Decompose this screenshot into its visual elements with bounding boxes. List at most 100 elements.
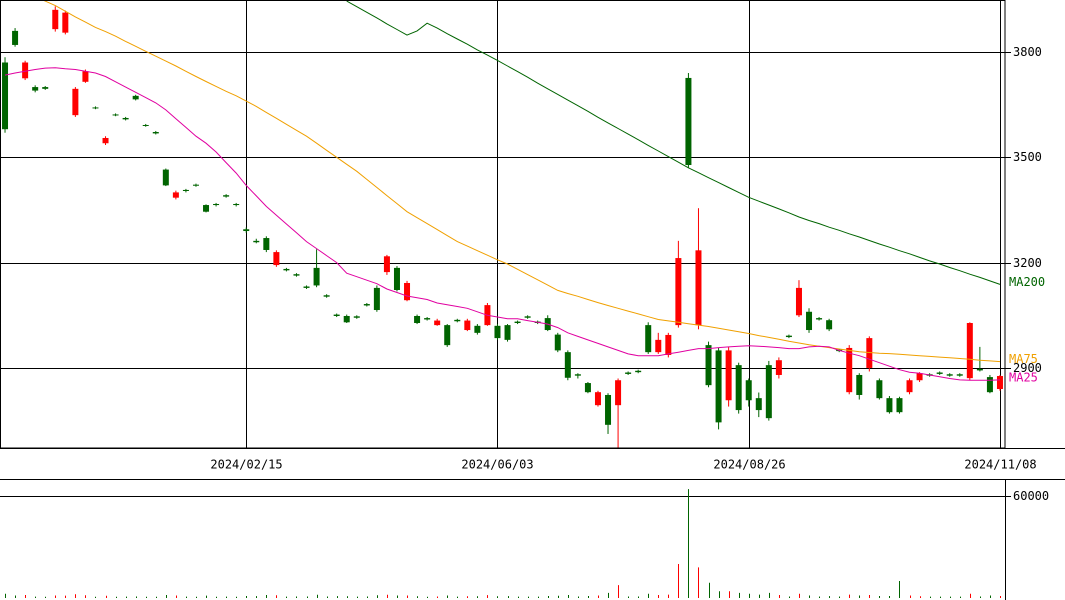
- y-tick-label: 3500: [1013, 150, 1042, 164]
- candle-body: [504, 325, 511, 340]
- candle-body: [886, 398, 893, 413]
- candle-body: [715, 350, 722, 423]
- candle-body: [956, 374, 963, 376]
- candle-body: [625, 372, 632, 374]
- candle-body: [564, 352, 571, 378]
- candle-body: [323, 295, 330, 297]
- candle-body: [876, 380, 883, 399]
- candle-body: [846, 347, 853, 393]
- candle-body: [675, 258, 682, 326]
- candle-body: [785, 335, 792, 338]
- candle-body: [856, 374, 863, 395]
- candle-body: [655, 339, 662, 353]
- candle-body: [393, 267, 400, 291]
- candle-body: [192, 184, 199, 186]
- candle-body: [82, 71, 89, 82]
- candle-body: [795, 287, 802, 316]
- price-grid: [0, 0, 1011, 448]
- candle-body: [233, 203, 240, 206]
- ma-label: MA75: [1009, 352, 1038, 366]
- candle-body: [253, 240, 260, 243]
- candle-body: [705, 345, 712, 386]
- ma-line: [4, 67, 1001, 381]
- candle-body: [213, 203, 220, 206]
- candle-body: [896, 398, 903, 413]
- candle-body: [986, 377, 993, 393]
- candle-body: [494, 325, 501, 339]
- candle-body: [464, 320, 471, 331]
- x-tick-label: 2024/02/15: [210, 458, 282, 472]
- candle-body: [263, 238, 270, 250]
- candle-body: [966, 323, 973, 379]
- candle-body: [775, 360, 782, 375]
- candle-body: [685, 77, 692, 166]
- candle-body: [182, 189, 189, 191]
- candle-body: [404, 282, 411, 301]
- price-plot: [2, 0, 1003, 448]
- candle-body: [916, 373, 923, 381]
- candle-body: [524, 316, 531, 318]
- ma-label: MA200: [1009, 275, 1045, 289]
- candle-body: [172, 192, 179, 198]
- candle-body: [152, 132, 159, 134]
- candle-body: [434, 320, 441, 326]
- candle-body: [444, 325, 451, 346]
- candle-body: [745, 380, 752, 401]
- candle-body: [373, 287, 380, 311]
- candle-body: [102, 137, 109, 144]
- candle-body: [12, 30, 19, 45]
- candle-body: [946, 374, 953, 376]
- x-tick-label: 2024/06/03: [461, 458, 533, 472]
- candle-body: [474, 325, 481, 333]
- candle-body: [866, 338, 873, 368]
- candle-body: [142, 124, 149, 126]
- labels: 2900 3200 3500 3800 2024/02/15 2024/06/03 2024…: [210, 45, 1049, 503]
- candle-body: [62, 12, 69, 33]
- candle-body: [695, 250, 702, 326]
- candle-body: [293, 274, 300, 276]
- candle-body: [635, 370, 642, 373]
- y-tick-label: 2900: [1013, 361, 1042, 375]
- candle-body: [816, 318, 823, 320]
- candle-body: [645, 325, 652, 353]
- candle-body: [765, 365, 772, 419]
- x-tick-label: 2024/11/08: [964, 458, 1036, 472]
- candle-body: [32, 87, 39, 91]
- ma-label: MA25: [1009, 370, 1038, 384]
- y-tick-label: 3200: [1013, 256, 1042, 270]
- candle-body: [554, 334, 561, 351]
- candle-body: [353, 316, 360, 318]
- candle-body: [162, 169, 169, 186]
- candle-body: [92, 107, 99, 109]
- candle-body: [283, 268, 290, 271]
- candle-body: [52, 9, 59, 30]
- candle-body: [665, 334, 672, 355]
- candle-body: [976, 369, 983, 371]
- candle-body: [414, 315, 421, 324]
- candle-body: [936, 372, 943, 374]
- candle-body: [996, 376, 1003, 390]
- x-tick-label: 2024/08/26: [713, 458, 785, 472]
- candle-body: [906, 380, 913, 393]
- candle-body: [424, 318, 431, 320]
- candle-body: [826, 320, 833, 330]
- candle-body: [122, 117, 129, 120]
- candle-body: [42, 87, 49, 89]
- y-tick-label: 3800: [1013, 45, 1042, 59]
- candle-body: [725, 350, 732, 401]
- candle-body: [755, 398, 762, 411]
- candle-body: [574, 374, 581, 376]
- candle-body: [273, 252, 280, 266]
- candle-body: [243, 229, 250, 232]
- candle-body: [203, 205, 210, 212]
- candle-body: [223, 195, 230, 197]
- ma-line: [346, 0, 1001, 285]
- candle-body: [454, 319, 461, 322]
- candle-body: [735, 365, 742, 411]
- candle-body: [22, 62, 29, 79]
- volume-plot: [0, 489, 1011, 598]
- candle-body: [2, 62, 9, 130]
- candle-body: [72, 88, 79, 116]
- candle-body: [363, 304, 370, 306]
